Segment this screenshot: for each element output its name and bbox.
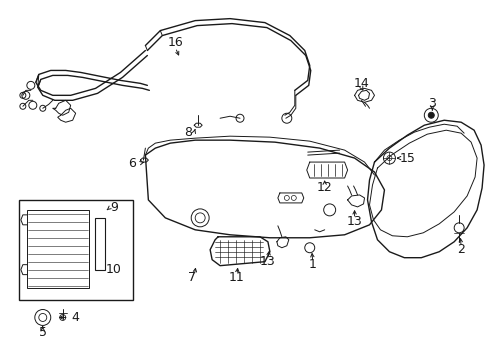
Text: 9: 9 [110,201,118,215]
Text: 1: 1 [308,258,316,271]
Text: 3: 3 [427,97,435,110]
Bar [94,218,104,270]
Text: 4: 4 [72,311,80,324]
Text: 6: 6 [128,157,136,170]
Text: 7: 7 [188,271,196,284]
Text: 13: 13 [260,255,275,268]
Text: 10: 10 [105,263,121,276]
Text: 13: 13 [346,215,362,228]
Circle shape [427,112,433,118]
Text: 14: 14 [353,77,368,90]
Text: 2: 2 [456,243,464,256]
Text: 5: 5 [39,326,47,339]
Text: 11: 11 [229,271,244,284]
Text: 16: 16 [167,36,183,49]
Bar [27,210,88,288]
Text: 15: 15 [399,152,414,165]
Text: 12: 12 [316,181,332,194]
Text: 8: 8 [184,126,192,139]
Bar [19,200,133,300]
